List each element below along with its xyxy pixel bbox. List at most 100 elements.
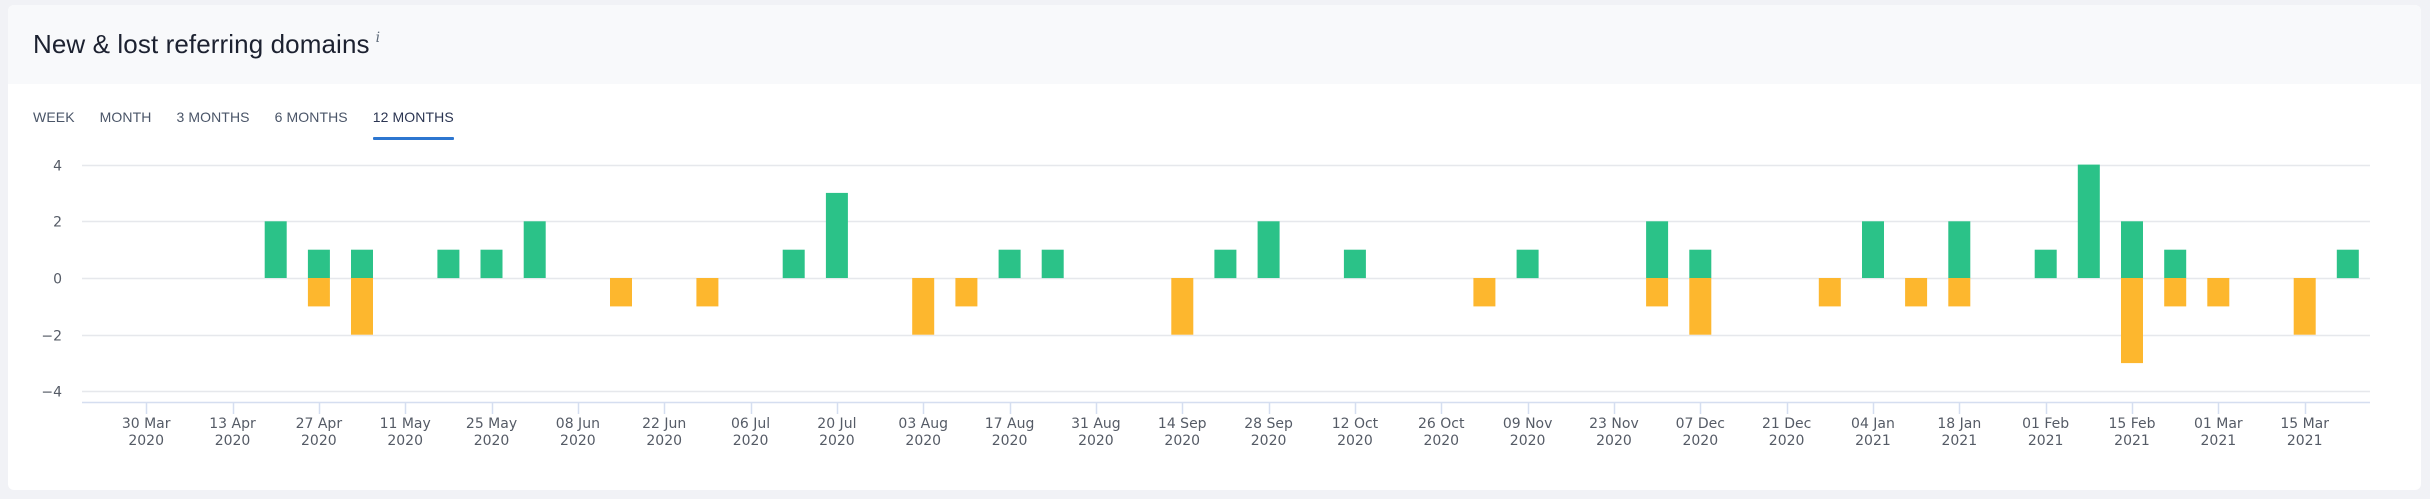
x-tick-label-year: 2020: [1423, 433, 1459, 449]
x-tick-label-date: 08 Jun: [556, 416, 600, 432]
x-tick-label-date: 11 May: [380, 416, 431, 432]
bar-lost[interactable]: [2164, 278, 2187, 307]
x-tick-label-year: 2020: [905, 433, 941, 449]
y-axis: 4 2 0 −2 −4: [41, 159, 62, 401]
bar-new[interactable]: [2336, 249, 2359, 279]
y-tick-label: 4: [53, 159, 62, 175]
bar-lost[interactable]: [955, 278, 978, 307]
bar-lost[interactable]: [1473, 278, 1496, 307]
x-tick-label-date: 27 Apr: [296, 416, 343, 432]
x-tick-label-year: 2021: [2287, 433, 2323, 449]
x-tick-label-year: 2020: [1251, 433, 1287, 449]
x-tick-label-year: 2020: [1769, 433, 1805, 449]
bar-new[interactable]: [480, 249, 503, 279]
bar-new[interactable]: [307, 249, 330, 279]
bar-new[interactable]: [1214, 249, 1237, 279]
x-tick-label-year: 2021: [2201, 433, 2237, 449]
x-tick-label-year: 2020: [1337, 433, 1373, 449]
chart-gridlines: [82, 164, 2370, 393]
x-tick-label-date: 17 Aug: [985, 416, 1035, 432]
bar-lost[interactable]: [912, 278, 935, 335]
bar-new[interactable]: [351, 249, 373, 279]
y-tick-label: 0: [53, 272, 62, 288]
bar-new[interactable]: [437, 249, 460, 279]
x-tick-label-date: 15 Mar: [2280, 416, 2329, 432]
x-tick-label-year: 2020: [733, 433, 769, 449]
bar-new[interactable]: [2077, 164, 2100, 278]
new-lost-referring-domains-panel: New & lost referring domains i WEEK MONTH…: [8, 5, 2421, 490]
x-tick-label-date: 01 Mar: [2194, 416, 2243, 432]
x-tick-label-date: 03 Aug: [898, 416, 948, 432]
bar-new[interactable]: [1343, 249, 1366, 279]
x-tick-label-year: 2020: [1510, 433, 1546, 449]
x-tick-label-date: 18 Jan: [1937, 416, 1981, 432]
bar-lost[interactable]: [610, 278, 632, 307]
bar-lost[interactable]: [2207, 278, 2230, 307]
x-tick-label-year: 2021: [2114, 433, 2150, 449]
tab-12-months[interactable]: 12 MONTHS: [372, 107, 454, 140]
x-tick-label-year: 2020: [1596, 433, 1632, 449]
tab-3-months[interactable]: 3 MONTHS: [176, 109, 250, 125]
bar-lost[interactable]: [1646, 278, 1669, 307]
info-icon[interactable]: i: [375, 30, 381, 46]
bar-new[interactable]: [782, 249, 805, 279]
bar-new[interactable]: [998, 249, 1021, 279]
bar-new[interactable]: [1948, 221, 1971, 278]
chart-bars: [264, 164, 2359, 364]
bar-new[interactable]: [2034, 249, 2057, 279]
x-tick-label-year: 2020: [819, 433, 855, 449]
bar-new[interactable]: [1646, 221, 1669, 278]
x-tick-label-date: 09 Nov: [1503, 416, 1553, 432]
bar-lost[interactable]: [1818, 278, 1841, 307]
bar-new[interactable]: [523, 221, 546, 278]
y-tick-label: 2: [53, 215, 62, 231]
x-tick-label-date: 28 Sep: [1244, 416, 1293, 432]
tab-month[interactable]: MONTH: [99, 109, 152, 125]
bar-lost[interactable]: [1689, 278, 1712, 335]
x-tick-label-year: 2021: [2028, 433, 2064, 449]
tab-6-months[interactable]: 6 MONTHS: [274, 109, 348, 125]
tab-week[interactable]: WEEK: [33, 109, 75, 125]
bar-lost[interactable]: [2121, 278, 2143, 364]
bar-new[interactable]: [825, 192, 848, 278]
x-tick-label-date: 15 Feb: [2108, 416, 2155, 432]
x-tick-label-date: 21 Dec: [1762, 416, 1811, 432]
x-tick-label-year: 2021: [1941, 433, 1977, 449]
bar-new[interactable]: [2164, 249, 2187, 279]
bar-new[interactable]: [1257, 221, 1280, 278]
x-tick-label-date: 20 Jul: [817, 416, 856, 432]
x-tick-label-date: 07 Dec: [1676, 416, 1725, 432]
panel-title: New & lost referring domains i: [33, 29, 380, 60]
bar-lost[interactable]: [1905, 278, 1928, 307]
bar-lost[interactable]: [1171, 278, 1194, 335]
bar-lost[interactable]: [1948, 278, 1971, 307]
bar-lost[interactable]: [696, 278, 719, 307]
y-tick-label: −2: [41, 329, 62, 345]
bar-new[interactable]: [264, 221, 287, 278]
bar-new[interactable]: [2121, 221, 2143, 278]
x-tick-label-date: 30 Mar: [122, 416, 171, 432]
x-tick-label-date: 22 Jun: [642, 416, 686, 432]
bar-lost[interactable]: [2293, 278, 2316, 335]
x-tick-label-year: 2020: [387, 433, 423, 449]
x-tick-label-date: 12 Oct: [1332, 416, 1379, 432]
bar-new[interactable]: [1689, 249, 1712, 279]
y-tick-label: −4: [41, 385, 62, 401]
bar-new[interactable]: [1862, 221, 1884, 278]
bar-new[interactable]: [1041, 249, 1064, 279]
bar-lost[interactable]: [307, 278, 330, 307]
x-tick-label-year: 2020: [474, 433, 510, 449]
x-tick-label-year: 2020: [128, 433, 164, 449]
x-tick-label-date: 04 Jan: [1851, 416, 1895, 432]
x-tick-label-year: 2020: [1078, 433, 1114, 449]
x-tick-label-date: 13 Apr: [209, 416, 256, 432]
x-tick-label-year: 2020: [992, 433, 1028, 449]
x-tick-label-date: 31 Aug: [1071, 416, 1121, 432]
bar-new[interactable]: [1516, 249, 1539, 279]
period-tabs: WEEK MONTH 3 MONTHS 6 MONTHS 12 MONTHS: [33, 107, 479, 143]
bar-lost[interactable]: [351, 278, 373, 335]
x-tick-label-date: 23 Nov: [1589, 416, 1639, 432]
x-tick-label-date: 06 Jul: [731, 416, 770, 432]
x-tick-label-year: 2020: [1682, 433, 1718, 449]
